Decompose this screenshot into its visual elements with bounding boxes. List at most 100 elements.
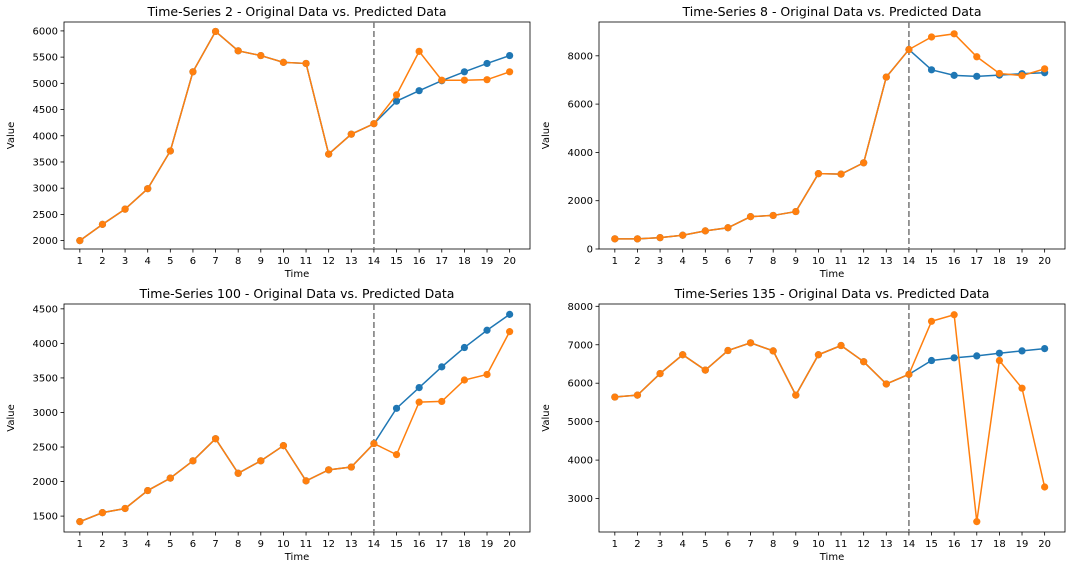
x-tick-label: 9 [258, 256, 264, 267]
x-tick-label: 11 [835, 256, 848, 267]
x-tick-label: 3 [657, 256, 663, 267]
x-tick-label: 11 [300, 256, 313, 267]
predicted-series-point [746, 339, 755, 347]
x-tick-label: 15 [390, 539, 403, 550]
x-axis-label: Time [284, 269, 309, 280]
subplot-ts-100: Time-Series 100 - Original Data vs. Pred… [6, 286, 531, 563]
predicted-series-point [166, 474, 174, 482]
y-tick-label: 5500 [33, 53, 58, 64]
x-tick-label: 5 [167, 539, 173, 550]
y-tick-label: 2500 [33, 443, 58, 454]
predicted-series-point [927, 317, 936, 325]
predicted-series-point [257, 51, 265, 60]
y-tick-label: 2500 [33, 210, 58, 221]
y-tick-label: 4000 [568, 456, 593, 467]
original-series-point [506, 310, 514, 318]
predicted-series-point [211, 435, 220, 443]
x-tick-label: 7 [747, 539, 753, 550]
predicted-series-point [121, 205, 129, 213]
x-tick-label: 12 [322, 539, 335, 550]
y-tick-label: 1500 [33, 512, 58, 523]
axes-frame [63, 303, 531, 533]
predicted-series-point [837, 170, 845, 178]
predicted-series-point [950, 30, 958, 38]
predicted-series-point [1018, 72, 1026, 80]
x-tick-label: 17 [435, 539, 448, 550]
x-tick-label: 11 [300, 539, 313, 550]
predicted-series-point [325, 150, 333, 158]
predicted-series-point [995, 356, 1003, 365]
predicted-series-point [860, 159, 868, 167]
predicted-series-point [347, 463, 355, 471]
x-tick-label: 3 [657, 539, 663, 550]
x-tick-label: 1 [77, 539, 83, 550]
axes-frame [598, 303, 1066, 533]
original-series-line [614, 342, 1045, 398]
x-tick-label: 4 [680, 539, 686, 550]
y-tick-label: 2000 [33, 236, 58, 247]
x-tick-label: 1 [612, 256, 618, 267]
predicted-series-point [438, 76, 446, 84]
y-tick-label: 4000 [33, 339, 58, 350]
y-tick-label: 6000 [568, 100, 593, 111]
original-series-point [927, 66, 936, 74]
axes-frame [63, 21, 531, 250]
x-tick-label: 2 [634, 256, 640, 267]
x-tick-label: 16 [413, 256, 426, 267]
predicted-series-point [1018, 384, 1026, 392]
x-tick-label: 9 [793, 539, 799, 550]
original-series-point [927, 356, 936, 365]
x-tick-label: 8 [235, 539, 241, 550]
y-tick-label: 4000 [33, 131, 58, 142]
predicted-series-point [950, 311, 958, 319]
y-tick-label: 2000 [568, 196, 593, 207]
y-tick-label: 3000 [568, 494, 593, 505]
predicted-series-line [614, 33, 1045, 240]
x-tick-label: 16 [948, 539, 961, 550]
x-tick-label: 18 [458, 539, 471, 550]
x-tick-label: 20 [503, 256, 516, 267]
predicted-series-point [792, 391, 800, 399]
y-axis-label: Value [541, 404, 552, 431]
predicted-series-point [633, 391, 642, 399]
x-tick-label: 17 [970, 539, 983, 550]
x-tick-label: 6 [725, 256, 731, 267]
predicted-series-point [483, 76, 491, 84]
predicted-series-point [973, 53, 981, 61]
x-tick-label: 15 [925, 539, 938, 550]
predicted-series-point [746, 213, 755, 221]
original-series-point [392, 97, 401, 105]
x-tick-label: 20 [1038, 256, 1051, 267]
predicted-series-point [656, 369, 664, 378]
y-tick-label: 3500 [33, 373, 58, 384]
x-tick-label: 4 [145, 256, 151, 267]
y-tick-label: 5000 [33, 79, 58, 90]
y-axis-label: Value [6, 404, 17, 431]
predicted-series-point [611, 393, 619, 401]
predicted-series-point [189, 457, 197, 465]
original-series-point [460, 68, 468, 76]
x-tick-label: 3 [122, 256, 128, 267]
x-tick-label: 3 [122, 539, 128, 550]
predicted-series-point [392, 451, 401, 459]
predicted-series-point [370, 439, 378, 448]
predicted-series-point [506, 68, 514, 76]
predicted-series-point [769, 347, 777, 355]
x-tick-label: 2 [634, 539, 640, 550]
original-series-point [483, 326, 491, 334]
x-tick-label: 10 [812, 539, 825, 550]
x-tick-label: 6 [725, 539, 731, 550]
predicted-series-point [701, 227, 709, 235]
predicted-series-point [679, 351, 687, 359]
chart-title: Time-Series 8 - Original Data vs. Predic… [682, 4, 982, 19]
x-tick-label: 18 [993, 256, 1006, 267]
subplot-ts-135: Time-Series 135 - Original Data vs. Pred… [541, 286, 1066, 563]
x-tick-label: 13 [880, 539, 893, 550]
x-tick-label: 8 [770, 256, 776, 267]
predicted-series-line [79, 331, 511, 523]
x-tick-label: 12 [857, 539, 870, 550]
y-tick-label: 4500 [33, 105, 58, 116]
original-series-point [995, 349, 1003, 357]
x-tick-label: 19 [481, 539, 494, 550]
y-tick-label: 8000 [568, 51, 593, 62]
